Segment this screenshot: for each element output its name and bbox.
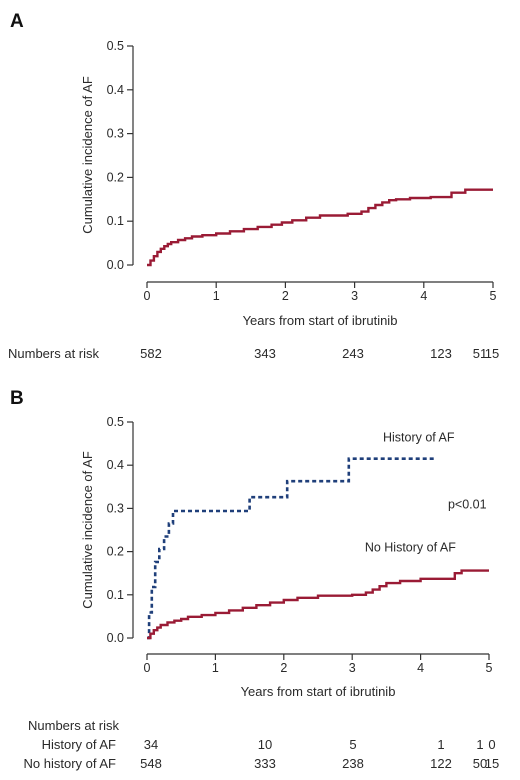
- y-axis-label: Cumulative incidence of AF: [80, 76, 95, 234]
- x-tick-label: 1: [212, 661, 219, 675]
- annotation: p<0.01: [448, 497, 487, 511]
- y-tick-label: 0.3: [107, 127, 124, 141]
- panel-b-series: [147, 457, 489, 640]
- panel-b-axes: 0.0 0.1 0.2 0.3 0.4 0.5 0 1 2 3 4 5 Years from start…: [80, 415, 493, 699]
- y-tick-label: 0.0: [107, 631, 124, 645]
- risk-value: 123: [430, 346, 452, 361]
- x-axis-label: Years from start of ibrutinib: [241, 684, 396, 699]
- risk-value: 343: [254, 346, 276, 361]
- y-tick-label: 0.1: [107, 214, 124, 228]
- risk-value: 548: [140, 756, 162, 771]
- risk-value: 10: [258, 737, 272, 752]
- risk-value: 1: [476, 737, 483, 752]
- x-tick-label: 1: [213, 289, 220, 303]
- x-tick-label: 5: [486, 661, 493, 675]
- risk-value: 50: [473, 756, 487, 771]
- panel-a-axes: 0.0 0.1 0.2 0.3 0.4 0.5 0 1 2 3 4 5 Years from start…: [80, 39, 497, 328]
- risk-value: 0: [488, 737, 495, 752]
- series-line: [147, 188, 493, 267]
- x-axis-label: Years from start of ibrutinib: [243, 313, 398, 328]
- y-tick-label: 0.3: [107, 501, 124, 515]
- risk-row-label: No history of AF: [24, 756, 117, 771]
- y-tick-label: 0.5: [107, 39, 124, 53]
- risk-value: 5: [349, 737, 356, 752]
- y-axis-label: Cumulative incidence of AF: [80, 451, 95, 609]
- panel-a-letter: A: [10, 11, 24, 32]
- panel-b-annotations: History of AF No History of AF p<0.01: [365, 430, 487, 554]
- risk-value: 34: [144, 737, 158, 752]
- risk-table-title: Numbers at risk: [28, 718, 120, 733]
- x-tick-label: 0: [144, 289, 151, 303]
- x-tick-label: 4: [420, 289, 427, 303]
- panel-b-letter: B: [10, 388, 24, 409]
- panel-a-series: [147, 188, 493, 267]
- y-tick-label: 0.4: [107, 83, 124, 97]
- series-line-no-history-of-af: [147, 569, 489, 640]
- risk-row-label: History of AF: [42, 737, 116, 752]
- y-tick-label: 0.2: [107, 170, 124, 184]
- y-tick-label: 0.1: [107, 588, 124, 602]
- risk-value: 1: [437, 737, 444, 752]
- risk-value: 51: [473, 346, 487, 361]
- risk-value: 15: [485, 756, 499, 771]
- risk-table-title: Numbers at risk: [8, 346, 100, 361]
- risk-value: 238: [342, 756, 364, 771]
- risk-value: 122: [430, 756, 452, 771]
- x-tick-label: 4: [417, 661, 424, 675]
- x-tick-label: 0: [144, 661, 151, 675]
- risk-value: 333: [254, 756, 276, 771]
- y-tick-label: 0.4: [107, 458, 124, 472]
- series-line-history-of-af: [147, 457, 435, 640]
- x-tick-label: 3: [349, 661, 356, 675]
- y-tick-label: 0.5: [107, 415, 124, 429]
- risk-value: 243: [342, 346, 364, 361]
- annotation: No History of AF: [365, 541, 456, 555]
- risk-value: 15: [485, 346, 499, 361]
- x-tick-label: 3: [351, 289, 358, 303]
- x-tick-label: 5: [490, 289, 497, 303]
- risk-value: 582: [140, 346, 162, 361]
- y-tick-label: 0.2: [107, 545, 124, 559]
- y-tick-label: 0.0: [107, 258, 124, 272]
- annotation: History of AF: [383, 430, 455, 444]
- x-tick-label: 2: [280, 661, 287, 675]
- x-tick-label: 2: [282, 289, 289, 303]
